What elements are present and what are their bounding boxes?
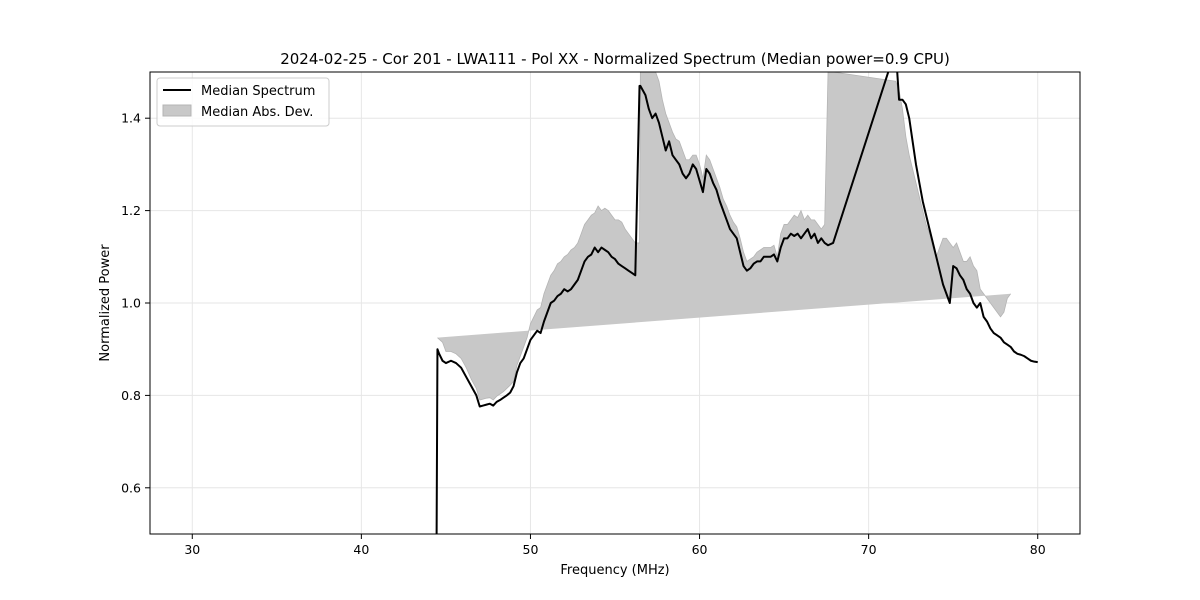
legend-box <box>156 77 330 127</box>
x-tick-label: 50 <box>523 542 539 557</box>
legend: Median Spectrum Median Abs. Dev. <box>156 77 330 127</box>
y-tick-label: 1.2 <box>121 203 141 218</box>
x-tick-label: 70 <box>861 542 877 557</box>
y-axis-label: Normalized Power <box>98 244 113 362</box>
y-tick-label: 0.6 <box>121 480 141 495</box>
y-axis: 0.6 0.8 1.0 1.2 1.4 <box>121 111 150 495</box>
x-tick-label: 80 <box>1030 542 1046 557</box>
legend-label-mad: Median Abs. Dev. <box>201 105 313 120</box>
x-tick-label: 40 <box>353 542 369 557</box>
median-spectrum-line <box>435 72 1038 534</box>
y-tick-label: 1.0 <box>121 296 141 311</box>
legend-band-swatch <box>162 104 192 117</box>
chart-title: 2024-02-25 - Cor 201 - LWA111 - Pol XX -… <box>280 50 950 68</box>
plot-area <box>435 72 1038 534</box>
y-tick-label: 1.4 <box>121 111 141 126</box>
median-abs-dev-band <box>437 72 1011 401</box>
y-tick-label: 0.8 <box>121 388 141 403</box>
x-tick-label: 60 <box>692 542 708 557</box>
x-axis: 30 40 50 60 70 80 <box>184 534 1046 557</box>
x-tick-label: 30 <box>184 542 200 557</box>
x-axis-label: Frequency (MHz) <box>560 563 669 578</box>
legend-label-median: Median Spectrum <box>201 84 315 99</box>
